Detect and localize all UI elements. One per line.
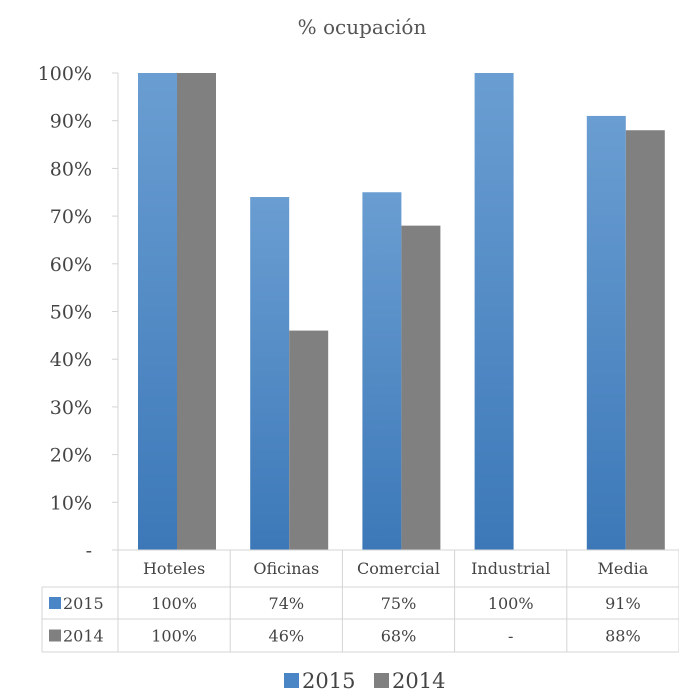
bar-2015-hoteles: [138, 73, 177, 550]
table-cell: 75%: [381, 594, 417, 613]
y-tick-label: 20%: [50, 445, 92, 467]
y-tick-label: 50%: [50, 302, 92, 324]
chart-title: % ocupación: [298, 15, 427, 39]
table-cell: 74%: [269, 594, 305, 613]
y-tick-label: 10%: [50, 492, 92, 514]
bars: [138, 73, 665, 551]
y-tick-label: 80%: [50, 158, 92, 180]
table-cell: 68%: [381, 627, 417, 646]
bar-2015-media: [586, 115, 626, 551]
bar-2015-oficinas: [250, 197, 290, 550]
bar-2015-industrial: [474, 73, 514, 550]
legend-key-2014: [374, 673, 389, 688]
table-legend-key-2015: [49, 597, 61, 609]
legend-label: 2014: [392, 669, 445, 693]
data-table: Hoteles Oficinas Comercial Industrial Media 2…: [41, 549, 679, 653]
table-cell: -: [508, 627, 513, 646]
y-tick-label: 30%: [50, 397, 92, 419]
y-tick-label: 90%: [50, 111, 92, 133]
table-cell: 88%: [605, 627, 641, 646]
legend-label: 2015: [302, 669, 355, 693]
table-cell: 100%: [488, 594, 534, 613]
category-label: Media: [598, 559, 649, 578]
legend-key-2015: [284, 673, 299, 688]
category-label: Oficinas: [253, 559, 319, 578]
category-label: Comercial: [357, 559, 440, 578]
table-cell: 100%: [151, 627, 197, 646]
bar-2015-comercial: [362, 192, 402, 550]
table-legend-key-2014: [49, 629, 61, 642]
y-axis: - 10% 20% 30% 40% 50% 60% 70% 80% 90% 100%: [38, 63, 119, 562]
y-tick-label: 60%: [50, 254, 92, 276]
table-series-label: 2015: [63, 594, 104, 613]
bar-2014-hoteles: [177, 73, 216, 550]
legend: 2015 2014: [284, 669, 445, 693]
table-cell: 100%: [151, 594, 197, 613]
category-label: Industrial: [471, 559, 550, 578]
category-label: Hoteles: [143, 559, 205, 578]
y-tick-label: 70%: [50, 206, 92, 228]
y-tick-label: 40%: [50, 349, 92, 371]
table-cell: 91%: [605, 594, 641, 613]
bar-2014-media: [625, 130, 665, 551]
table-cell: 46%: [269, 627, 305, 646]
y-tick-label: 100%: [38, 63, 92, 85]
table-series-label: 2014: [63, 627, 104, 646]
y-tick-label: -: [86, 540, 92, 562]
bar-2014-comercial: [401, 225, 441, 550]
bar-2014-oficinas: [289, 330, 329, 550]
